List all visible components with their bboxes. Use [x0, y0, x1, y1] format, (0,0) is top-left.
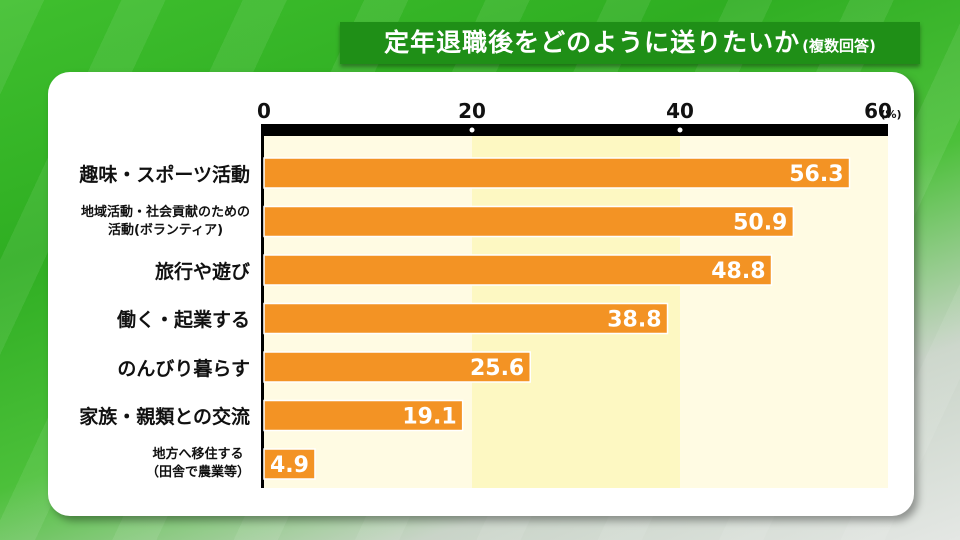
x-tick-label: 20: [458, 99, 486, 123]
zone-40-60: [680, 136, 888, 488]
bar: [263, 205, 795, 238]
category-label: 働く・起業する: [60, 296, 250, 342]
bar-value-label: 56.3: [789, 162, 843, 187]
category-label: 趣味・スポーツ活動: [60, 150, 250, 196]
y-axis-line: [261, 126, 264, 488]
category-label-line: 地域活動・社会貢献のための: [80, 204, 250, 220]
category-label-line: 旅行や遊び: [154, 260, 250, 283]
chart-title: 定年退職後をどのように送りたいか: [384, 28, 801, 57]
tick-dot: [677, 127, 683, 133]
category-label-line: 家族・親類との交流: [79, 406, 250, 428]
bar: [263, 351, 531, 383]
bar-value-label: 48.8: [711, 259, 765, 284]
bar: [263, 302, 669, 335]
category-label: 地域活動・社会貢献のための 活動(ボランティア): [60, 199, 250, 245]
bar-value-label: 50.9: [733, 211, 787, 236]
chart-subtitle: (複数回答): [802, 37, 876, 55]
category-label: 地方へ移住する （田舎で農業等）: [60, 441, 250, 487]
category-label-line: のんびり暮らす: [117, 357, 250, 380]
category-label-line: （田舎で農業等）: [145, 465, 250, 480]
x-tick-label: 60: [864, 99, 892, 123]
bar: [263, 157, 851, 189]
category-label: 家族・親類との交流: [60, 393, 250, 439]
category-label-line: 活動(ボランティア): [107, 222, 224, 238]
bar-value-label: 25.6: [470, 356, 524, 381]
x-axis-bar: [261, 124, 888, 136]
bar: [263, 254, 773, 286]
category-label-line: 働く・起業する: [116, 309, 250, 331]
bar-value-label: 4.9: [270, 453, 309, 478]
tick-dot: [469, 127, 475, 133]
bar: [263, 399, 464, 432]
bar-value-label: 19.1: [402, 405, 456, 430]
x-tick-label: 40: [666, 99, 694, 123]
bar: [263, 448, 316, 480]
x-unit-label: (%): [880, 108, 901, 121]
bar-value-label: 38.8: [607, 308, 661, 333]
chart-title-box: 定年退職後をどのように送りたいか (複数回答): [340, 22, 920, 64]
category-label-line: 地方へ移住する: [152, 447, 244, 462]
category-label: のんびり暮らす: [60, 344, 250, 390]
category-label: 旅行や遊び: [60, 247, 250, 293]
category-label-line: 趣味・スポーツ活動: [79, 163, 250, 186]
x-tick-label: 0: [257, 99, 271, 123]
